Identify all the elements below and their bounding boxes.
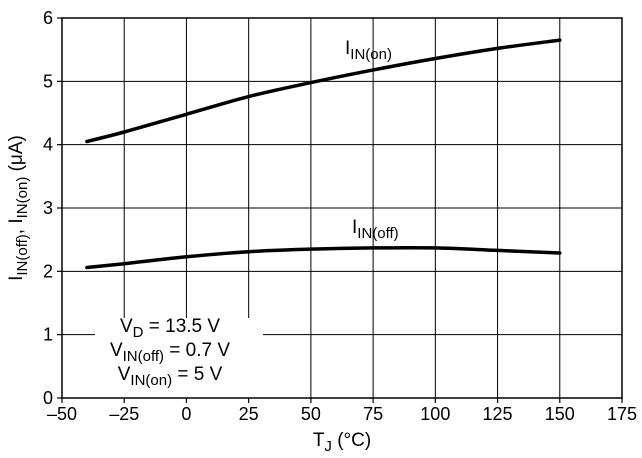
- x-tick-label: –25: [109, 404, 139, 424]
- x-tick-label: 50: [301, 404, 321, 424]
- series-label: IIN(off): [352, 217, 399, 242]
- y-tick-label: 1: [43, 325, 53, 345]
- conditions-box: [95, 318, 263, 398]
- y-tick-label: 4: [43, 135, 53, 155]
- x-tick-label: 25: [239, 404, 259, 424]
- y-tick-label: 6: [43, 8, 53, 28]
- y-tick-label: 5: [43, 71, 53, 91]
- condition-label: VIN(on) = 5 V: [118, 364, 223, 389]
- x-tick-label: 100: [420, 404, 450, 424]
- x-tick-label: 0: [181, 404, 191, 424]
- series-line: [85, 245, 562, 270]
- x-axis-title: TJ (°C): [313, 430, 371, 455]
- y-tick-label: 2: [43, 261, 53, 281]
- ticks: –50 –25 0 25 50 75 100 125 150 175 0 1 2 3 4 5 6: [43, 8, 637, 424]
- x-tick-label: 125: [483, 404, 513, 424]
- x-tick-label: 150: [545, 404, 575, 424]
- condition-label: VD = 13.5 V: [120, 316, 220, 341]
- condition-label: VIN(off) = 0.7 V: [110, 340, 230, 365]
- y-tick-label: 3: [43, 198, 53, 218]
- y-axis-title: IIN(off), IIN(on) (μA): [6, 135, 31, 281]
- grid: [62, 18, 622, 398]
- x-tick-label: 75: [363, 404, 383, 424]
- series-line: [85, 38, 562, 144]
- y-tick-label: 0: [43, 388, 53, 408]
- x-tick-label: –50: [47, 404, 77, 424]
- series-label: IIN(on): [345, 38, 392, 63]
- x-tick-label: 175: [607, 404, 637, 424]
